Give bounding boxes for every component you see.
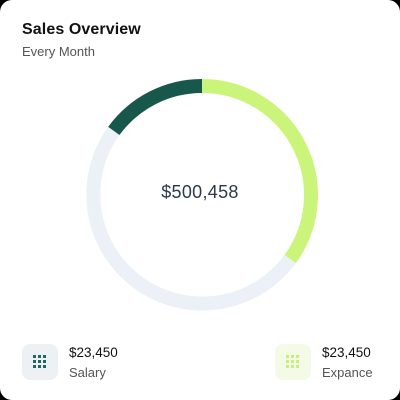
donut-slice-expance — [201, 79, 318, 264]
card-subtitle: Every Month — [22, 44, 95, 59]
grid-icon — [286, 355, 299, 368]
expance-label: Expance — [322, 365, 373, 380]
salary-label: Salary — [69, 365, 106, 380]
card-title: Sales Overview — [22, 21, 141, 38]
grid-icon — [33, 355, 46, 368]
total-value: $500,458 — [161, 182, 239, 202]
salary-icon-box — [22, 344, 58, 380]
donut-slices — [86, 79, 318, 311]
expance-icon-box — [275, 344, 311, 380]
donut-slice-salary — [108, 79, 203, 136]
expance-value: $23,450 — [322, 345, 371, 360]
salary-value: $23,450 — [69, 345, 118, 360]
donut-slice-remaining — [86, 126, 296, 311]
